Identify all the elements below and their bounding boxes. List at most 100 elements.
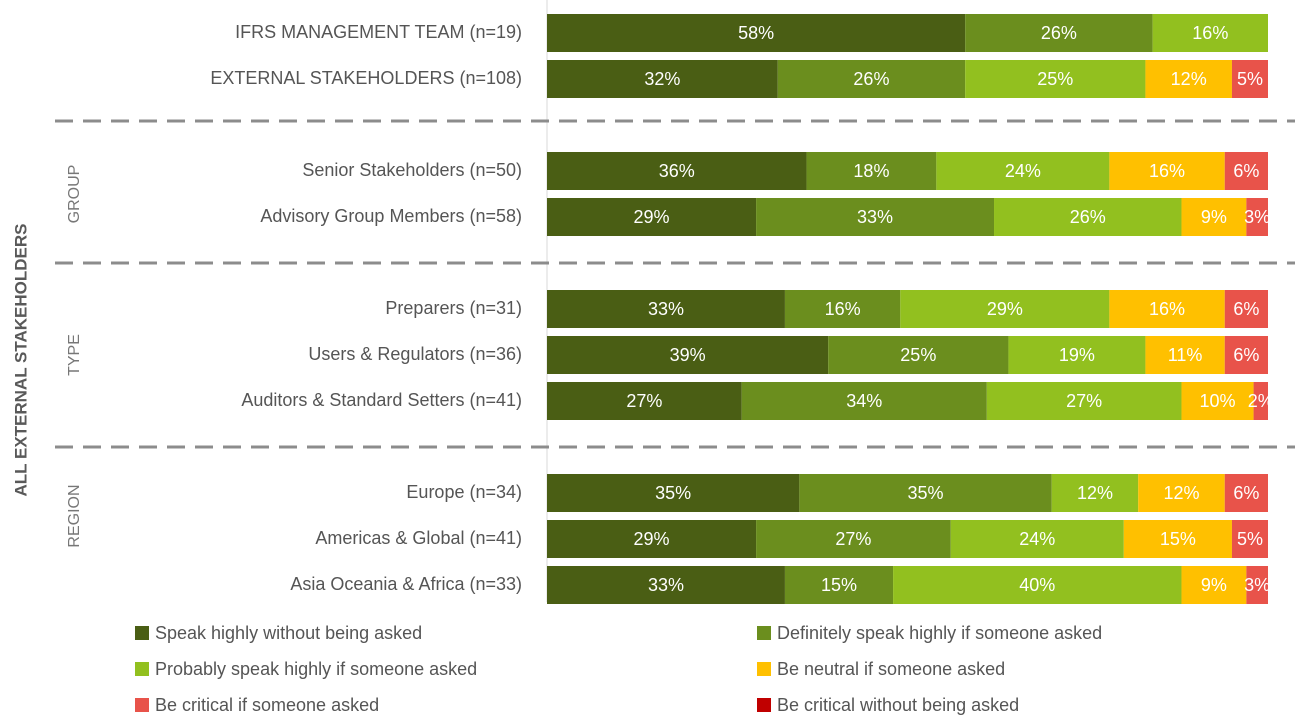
data-label: 29% — [634, 207, 670, 227]
bar-segment — [777, 60, 966, 98]
bar-segment — [547, 290, 785, 328]
bar-segment — [1109, 152, 1225, 190]
legend-label: Speak highly without being asked — [155, 623, 422, 643]
data-label: 27% — [835, 529, 871, 549]
bar-segment — [1246, 566, 1268, 604]
data-label: 35% — [655, 483, 691, 503]
data-label: 11% — [1168, 345, 1203, 365]
data-label: 26% — [1070, 207, 1106, 227]
data-label: 15% — [821, 575, 857, 595]
data-label: 25% — [1037, 69, 1073, 89]
bar-segment — [1145, 60, 1232, 98]
data-label: 33% — [857, 207, 893, 227]
bar-segment — [547, 336, 829, 374]
category-label: IFRS MANAGEMENT TEAM (n=19) — [235, 22, 522, 42]
data-label: 39% — [670, 345, 706, 365]
bar-segment — [547, 198, 757, 236]
bar-segment — [1224, 474, 1268, 512]
data-label: 19% — [1059, 345, 1095, 365]
bar-segment — [756, 520, 951, 558]
data-label: 16% — [1149, 161, 1185, 181]
bar-segment — [547, 152, 807, 190]
data-label: 10% — [1200, 391, 1236, 411]
category-label: Advisory Group Members (n=58) — [260, 206, 522, 226]
legend-swatch — [757, 698, 771, 712]
data-label: 16% — [1192, 23, 1228, 43]
data-label: 25% — [900, 345, 936, 365]
bar-segment — [1008, 336, 1146, 374]
bar-segment — [936, 152, 1110, 190]
bar-segment — [994, 198, 1182, 236]
bar-segment — [784, 290, 901, 328]
data-label: 40% — [1019, 575, 1055, 595]
legend-swatch — [757, 626, 771, 640]
bar-segment — [1246, 198, 1268, 236]
data-label: 6% — [1233, 161, 1259, 181]
data-label: 36% — [659, 161, 695, 181]
data-label: 29% — [987, 299, 1023, 319]
data-label: 16% — [825, 299, 861, 319]
bar-segment — [1109, 290, 1225, 328]
legend-label: Probably speak highly if someone asked — [155, 659, 477, 679]
data-label: 29% — [634, 529, 670, 549]
side-label: ALL EXTERNAL STAKEHOLDERS — [11, 224, 30, 497]
legend-swatch — [135, 626, 149, 640]
data-label: 26% — [1041, 23, 1077, 43]
data-label: 16% — [1149, 299, 1185, 319]
category-label: Users & Regulators (n=36) — [308, 344, 522, 364]
bar-segment — [1181, 198, 1247, 236]
legend-label: Be critical without being asked — [777, 695, 1019, 715]
data-label: 35% — [908, 483, 944, 503]
bar-segment — [1224, 290, 1268, 328]
category-label: Auditors & Standard Setters (n=41) — [241, 390, 522, 410]
data-label: 5% — [1237, 69, 1263, 89]
legend-swatch — [757, 662, 771, 676]
bar-segment — [1181, 566, 1247, 604]
data-label: 6% — [1233, 299, 1259, 319]
bar-segment — [1231, 520, 1268, 558]
data-label: 26% — [853, 69, 889, 89]
bar-segment — [965, 14, 1153, 52]
group-label: GROUP — [66, 165, 83, 224]
bar-segment — [547, 382, 742, 420]
category-label: Asia Oceania & Africa (n=33) — [290, 574, 522, 594]
bar-segment — [1224, 336, 1268, 374]
data-label: 33% — [648, 575, 684, 595]
category-label: Senior Stakeholders (n=50) — [302, 160, 522, 180]
legend-label: Be critical if someone asked — [155, 695, 379, 715]
bar-segment — [1253, 382, 1268, 420]
data-label: 18% — [853, 161, 889, 181]
category-label: Europe (n=34) — [406, 482, 522, 502]
legend-swatch — [135, 662, 149, 676]
category-label: Americas & Global (n=41) — [315, 528, 522, 548]
bar-segment — [1138, 474, 1225, 512]
bar-segment — [1123, 520, 1232, 558]
data-label: 27% — [626, 391, 662, 411]
bar-segment — [965, 60, 1146, 98]
data-label: 24% — [1019, 529, 1055, 549]
bar-segment — [784, 566, 894, 604]
bar-segment — [1145, 336, 1225, 374]
data-label: 27% — [1066, 391, 1102, 411]
data-label: 12% — [1163, 483, 1199, 503]
data-label: 12% — [1077, 483, 1113, 503]
bar-segment — [547, 566, 785, 604]
bar-segment — [1152, 14, 1268, 52]
legend-label: Be neutral if someone asked — [777, 659, 1005, 679]
legend-label: Definitely speak highly if someone asked — [777, 623, 1102, 643]
data-label: 2% — [1248, 391, 1274, 411]
data-label: 6% — [1233, 345, 1259, 365]
bar-segment — [1224, 152, 1268, 190]
legend-swatch — [135, 698, 149, 712]
bar-segment — [893, 566, 1182, 604]
data-label: 12% — [1171, 69, 1207, 89]
data-label: 34% — [846, 391, 882, 411]
group-label: TYPE — [66, 334, 83, 376]
bar-segment — [1051, 474, 1139, 512]
bar-segment — [756, 198, 995, 236]
bar-segment — [547, 474, 800, 512]
data-label: 24% — [1005, 161, 1041, 181]
category-label: Preparers (n=31) — [385, 298, 522, 318]
bar-segment — [900, 290, 1110, 328]
